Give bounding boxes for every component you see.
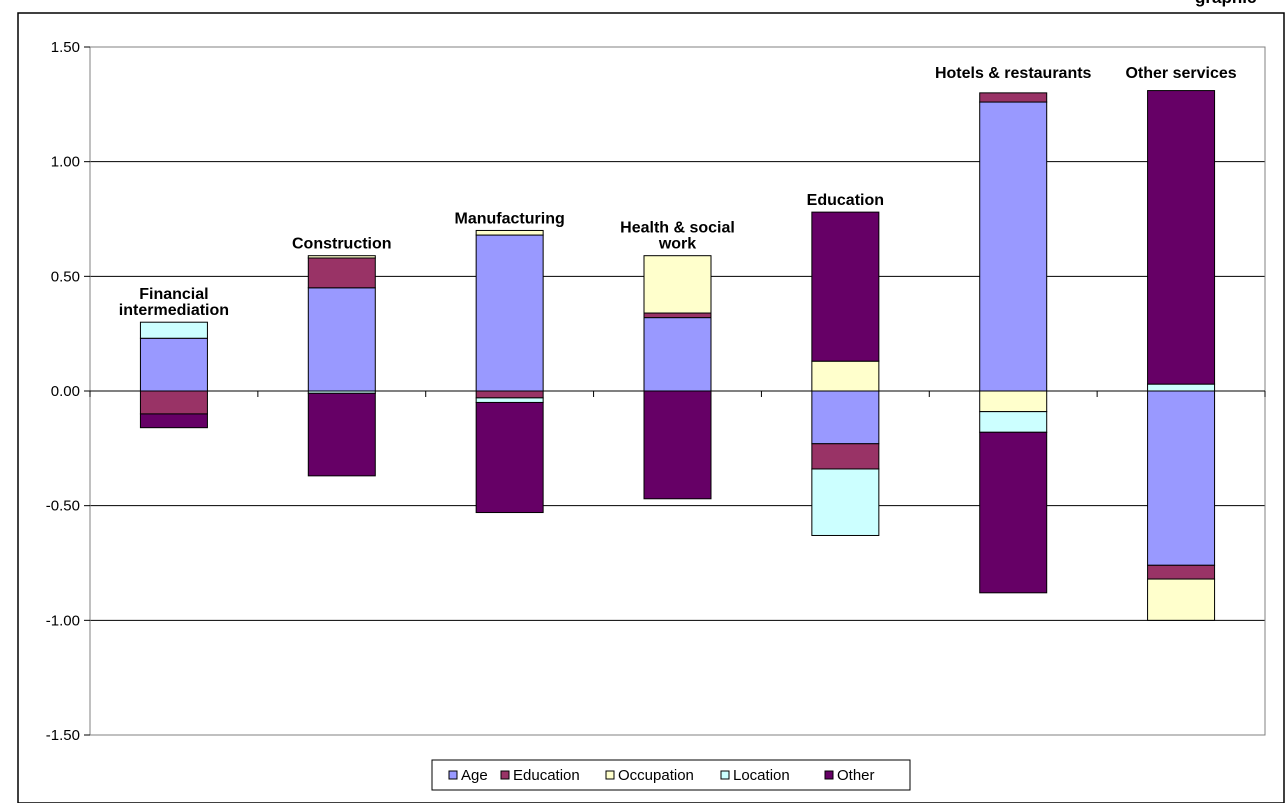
bar-financial-intermediation-age (139, 337, 208, 392)
bar-financial-intermediation-location (139, 321, 208, 339)
legend-label-occupation: Occupation (618, 767, 694, 784)
bar-construction-occupation (307, 255, 376, 259)
chart-title-fragment: graphic (1195, 0, 1256, 7)
category-label-other-services: Other services (1125, 65, 1236, 82)
legend-label-location: Location (733, 767, 790, 784)
bar-financial-intermediation-education (139, 390, 208, 415)
category-label-financial-intermediation: intermediation (119, 302, 229, 319)
category-label-financial-intermediation: Financial (139, 286, 208, 303)
bar-education-education (811, 443, 880, 470)
bar-manufacturing-age (475, 234, 544, 392)
legend: Age Education Occupation Location Other (431, 759, 911, 791)
bar-hotels-and-restaurants-education (979, 92, 1048, 103)
bar-construction-age (307, 287, 376, 392)
legend-swatch-age (448, 770, 458, 780)
y-tick-label: -0.50 (46, 498, 80, 515)
bar-manufacturing-location (475, 397, 544, 403)
category-label-health-and-social-work: work (658, 236, 696, 253)
y-tick-label: 1.00 (51, 154, 80, 171)
bar-education-location (811, 468, 880, 536)
bar-other-services-occupation (1147, 578, 1216, 621)
y-tick-label: 1.50 (51, 39, 80, 56)
legend-swatch-education (500, 770, 510, 780)
bar-health-and-social-work-occupation (643, 255, 712, 314)
legend-label-other: Other (837, 767, 875, 784)
bar-other-services-age (1147, 390, 1216, 566)
title-area: graphic (1195, 0, 1256, 7)
category-label-manufacturing: Manufacturing (455, 210, 565, 227)
bar-hotels-and-restaurants-location (979, 411, 1048, 433)
bar-health-and-social-work-age (643, 317, 712, 392)
legend-label-age: Age (461, 767, 488, 784)
legend-swatch-other (824, 770, 834, 780)
bar-hotels-and-restaurants-age (979, 101, 1048, 392)
bar-construction-other (307, 392, 376, 477)
bar-manufacturing-other (475, 401, 544, 514)
bar-health-and-social-work-education (643, 312, 712, 319)
y-tick-label: -1.00 (46, 612, 80, 629)
y-tick-label: -1.50 (46, 727, 80, 744)
bar-hotels-and-restaurants-other (979, 431, 1048, 594)
category-label-construction: Construction (292, 236, 392, 253)
bar-financial-intermediation-other (139, 413, 208, 429)
legend-swatch-occupation (605, 770, 615, 780)
bar-education-other (811, 211, 880, 362)
category-label-hotels-and-restaurants: Hotels & restaurants (935, 65, 1092, 82)
bar-other-services-education (1147, 564, 1216, 580)
bar-health-and-social-work-other (643, 390, 712, 500)
bar-construction-education (307, 257, 376, 289)
legend-swatch-location (720, 770, 730, 780)
bar-other-services-other (1147, 90, 1216, 385)
legend-label-education: Education (513, 767, 580, 784)
y-tick-label: 0.00 (51, 383, 80, 400)
category-label-health-and-social-work: Health & social (620, 220, 735, 237)
y-axis-ticks: -1.50 -1.00 -0.50 0.00 0.50 1.00 1.50 (46, 39, 90, 744)
bars (139, 90, 1216, 621)
y-tick-label: 0.50 (51, 268, 80, 285)
bar-education-occupation (811, 360, 880, 392)
category-label-education: Education (807, 192, 884, 209)
bar-manufacturing-education (475, 390, 544, 399)
bar-other-services-location (1147, 383, 1216, 392)
bar-manufacturing-occupation (475, 229, 544, 236)
bar-hotels-and-restaurants-occupation (979, 390, 1048, 413)
bar-education-age (811, 390, 880, 445)
